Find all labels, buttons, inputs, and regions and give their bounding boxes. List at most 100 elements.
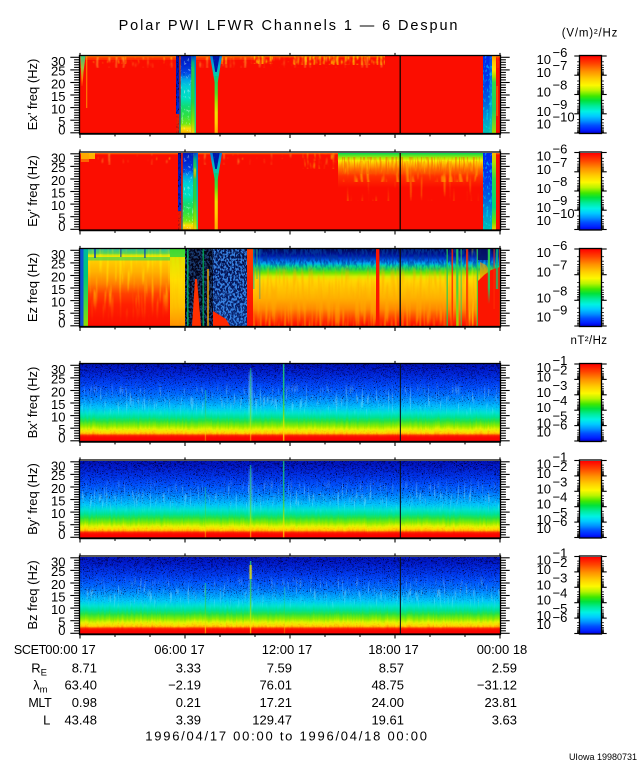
svg-text:(V/m)²/Hz: (V/m)²/Hz [562,28,618,40]
svg-text:By’ freq (Hz): By’ freq (Hz) [25,463,40,535]
svg-text:24.00: 24.00 [371,695,404,710]
svg-text:−3: −3 [553,378,568,393]
svg-text:43.48: 43.48 [64,712,97,727]
svg-text:20: 20 [51,384,65,399]
svg-text:20: 20 [51,481,65,496]
svg-text:RE: RE [31,660,47,678]
svg-text:nT²/Hz: nT²/Hz [571,335,608,347]
svg-text:10: 10 [537,481,551,496]
svg-text:00:00 18: 00:00 18 [477,642,528,657]
svg-text:25: 25 [51,468,65,483]
svg-text:00:00 17: 00:00 17 [45,642,96,657]
svg-text:10: 10 [537,369,551,384]
svg-text:−2: −2 [553,362,568,377]
svg-text:10: 10 [51,506,65,521]
svg-text:−6: −6 [553,610,568,625]
svg-text:17.21: 17.21 [259,695,292,710]
svg-text:3.33: 3.33 [176,660,201,675]
svg-text:5: 5 [58,114,65,129]
svg-text:Ex’ freq (Hz): Ex’ freq (Hz) [25,59,40,131]
svg-text:10: 10 [51,294,65,309]
svg-text:5: 5 [58,307,65,322]
svg-text:−4: −4 [553,393,568,408]
svg-text:−5: −5 [553,409,568,424]
svg-text:−6: −6 [553,514,568,529]
svg-text:129.47: 129.47 [252,712,292,727]
svg-text:25: 25 [51,564,65,579]
svg-text:8.57: 8.57 [379,660,404,675]
svg-text:63.40: 63.40 [64,678,97,693]
svg-text:19.61: 19.61 [371,712,404,727]
svg-text:UIowa 19980731: UIowa 19980731 [569,752,637,762]
svg-text:−4: −4 [553,586,568,601]
svg-text:Bx’ freq (Hz): Bx’ freq (Hz) [25,367,40,439]
svg-text:18:00 17: 18:00 17 [368,642,419,657]
svg-text:10: 10 [537,577,551,592]
svg-text:10: 10 [51,198,65,213]
svg-text:5: 5 [58,519,65,534]
svg-text:−4: −4 [553,490,568,505]
svg-text:10: 10 [51,101,65,116]
svg-text:−7: −7 [553,155,568,170]
svg-text:Polar PWI LFWR Channels 1 — 6: Polar PWI LFWR Channels 1 — 6 Despun [119,18,460,34]
svg-text:0: 0 [58,430,65,445]
svg-text:10: 10 [51,602,65,617]
svg-text:12:00 17: 12:00 17 [262,642,313,657]
svg-text:10: 10 [537,593,551,608]
svg-text:10: 10 [537,424,551,439]
svg-text:30: 30 [51,458,65,473]
svg-text:−31.12: −31.12 [477,678,517,693]
svg-text:−3: −3 [553,570,568,585]
svg-text:−6: −6 [553,142,568,157]
svg-text:10: 10 [537,290,551,305]
svg-text:15: 15 [51,493,65,508]
svg-text:−9: −9 [553,97,568,112]
svg-text:−7: −7 [553,58,568,73]
svg-text:30: 30 [51,247,65,262]
svg-text:1996/04/17 00:00 to 1996/04/18: 1996/04/17 00:00 to 1996/04/18 00:00 [145,729,428,744]
svg-text:−2: −2 [553,555,568,570]
svg-text:λm: λm [33,678,48,696]
svg-text:−9: −9 [553,193,568,208]
svg-text:10: 10 [537,200,551,215]
svg-text:0: 0 [58,122,65,137]
svg-text:−9: −9 [553,302,568,317]
svg-text:MLT: MLT [28,696,52,710]
svg-text:10: 10 [537,104,551,119]
svg-text:−6: −6 [553,417,568,432]
svg-text:SCET: SCET [14,643,47,657]
svg-text:8.71: 8.71 [72,660,97,675]
svg-text:L: L [43,712,50,727]
svg-text:10: 10 [537,213,551,228]
svg-text:−1: −1 [553,546,568,561]
svg-text:10: 10 [537,65,551,80]
svg-text:10: 10 [537,416,551,431]
svg-text:15: 15 [51,397,65,412]
svg-text:25: 25 [51,160,65,175]
svg-text:−5: −5 [553,505,568,520]
svg-text:23.81: 23.81 [484,695,517,710]
svg-text:0: 0 [58,623,65,638]
svg-text:−8: −8 [553,174,568,189]
svg-text:0: 0 [58,527,65,542]
svg-text:2.59: 2.59 [492,660,517,675]
svg-text:20: 20 [51,173,65,188]
svg-text:30: 30 [51,362,65,377]
svg-text:20: 20 [51,269,65,284]
svg-text:10: 10 [537,497,551,512]
svg-text:−2: −2 [553,459,568,474]
svg-text:20: 20 [51,76,65,91]
svg-text:10: 10 [537,385,551,400]
svg-text:30: 30 [51,150,65,165]
svg-text:−7: −7 [553,258,568,273]
svg-text:10: 10 [537,466,551,481]
svg-text:3.39: 3.39 [176,712,201,727]
svg-text:15: 15 [51,282,65,297]
svg-text:10: 10 [537,360,551,375]
svg-text:10: 10 [51,409,65,424]
svg-text:5: 5 [58,422,65,437]
svg-text:25: 25 [51,372,65,387]
svg-text:0: 0 [58,315,65,330]
svg-text:−8: −8 [553,78,568,93]
svg-text:−2.19: −2.19 [168,678,201,693]
